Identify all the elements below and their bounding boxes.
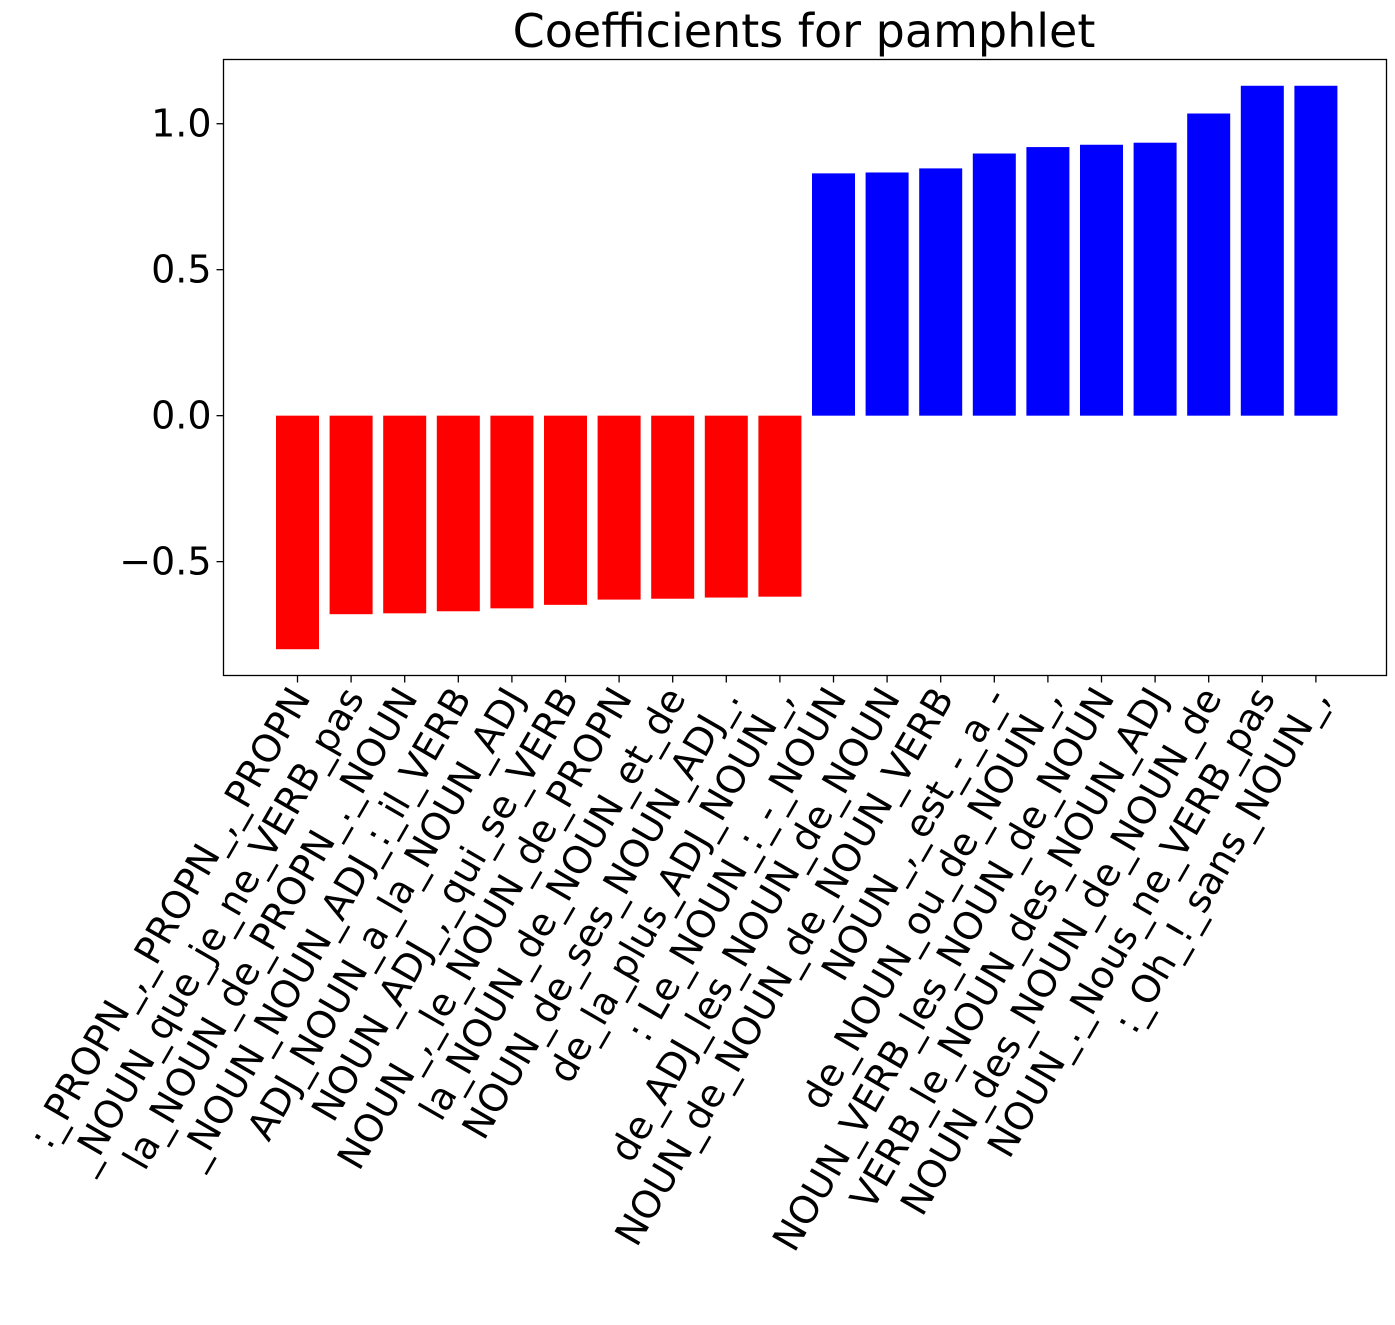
x-axis: :_PROPN_,_PROPN_,_PROPN_NOUN_que_je_ne_V… [19,675,1338,1258]
bars-group [276,85,1338,650]
bar-1 [276,415,319,650]
y-tick-label: 0.5 [151,248,211,292]
bar-14 [972,153,1016,416]
bar-19 [1240,85,1284,416]
bar-13 [919,168,963,416]
y-tick-label: 0.0 [151,394,211,438]
bar-3 [383,415,427,614]
bar-2 [329,415,373,615]
bar-5 [490,415,534,609]
y-tick-label: 1.0 [151,102,211,146]
bar-15 [1026,147,1070,416]
bar-16 [1080,144,1123,416]
bar-20 [1294,85,1338,416]
bar-4 [436,415,480,612]
bar-7 [597,415,641,600]
plot-frame [222,58,1388,677]
bar-12 [865,172,909,416]
bar-8 [651,415,695,599]
y-axis: −0.5 0.0 0.5 1.0 [119,102,224,584]
bar-9 [704,415,748,598]
bar-11 [812,173,855,416]
chart-title: Coefficients for pamphlet [513,4,1096,58]
bar-6 [544,415,587,605]
bar-18 [1187,113,1231,416]
y-tick-label: −0.5 [119,540,211,584]
bar-10 [758,415,802,597]
bar-17 [1133,142,1177,416]
